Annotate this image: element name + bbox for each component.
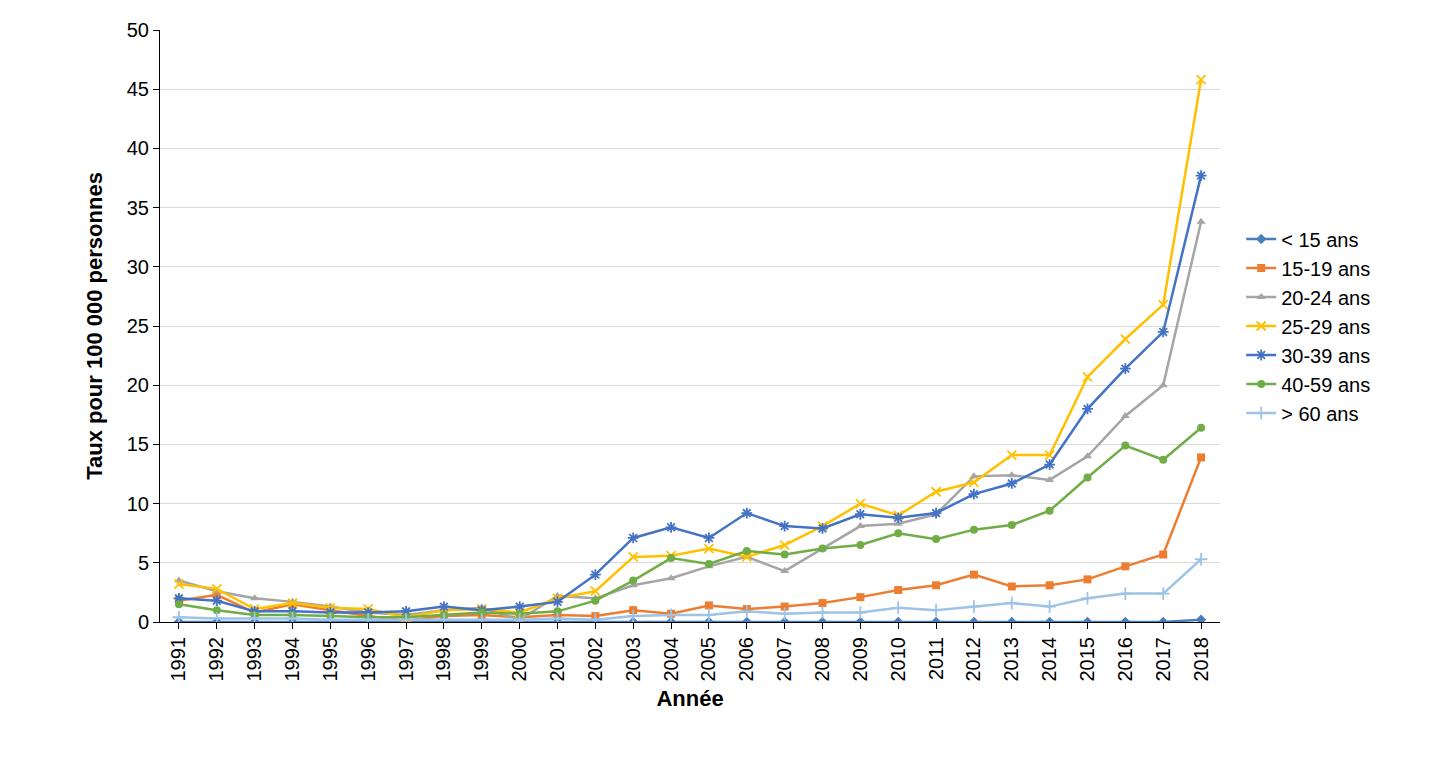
svg-text:1992: 1992	[205, 637, 227, 682]
svg-text:2006: 2006	[735, 637, 757, 682]
svg-text:20: 20	[127, 374, 149, 396]
svg-text:Taux pour 100 000 personnes: Taux pour 100 000 personnes	[82, 172, 107, 480]
svg-text:< 15 ans: < 15 ans	[1281, 229, 1358, 251]
svg-text:2007: 2007	[773, 637, 795, 682]
svg-text:2013: 2013	[1000, 637, 1022, 682]
svg-text:2017: 2017	[1152, 637, 1174, 682]
svg-text:1994: 1994	[281, 637, 303, 682]
svg-text:Année: Année	[656, 686, 723, 711]
svg-text:2002: 2002	[584, 637, 606, 682]
svg-text:40: 40	[127, 137, 149, 159]
svg-text:2016: 2016	[1114, 637, 1136, 682]
svg-text:0: 0	[138, 611, 149, 633]
svg-text:2012: 2012	[962, 637, 984, 682]
svg-text:1998: 1998	[432, 637, 454, 682]
svg-text:15: 15	[127, 433, 149, 455]
svg-text:5: 5	[138, 552, 149, 574]
svg-text:2015: 2015	[1076, 637, 1098, 682]
svg-text:2009: 2009	[849, 637, 871, 682]
svg-text:2014: 2014	[1038, 637, 1060, 682]
svg-text:25: 25	[127, 315, 149, 337]
svg-text:35: 35	[127, 197, 149, 219]
svg-text:2001: 2001	[546, 637, 568, 682]
svg-text:25-29 ans: 25-29 ans	[1281, 316, 1370, 338]
svg-text:2010: 2010	[887, 637, 909, 682]
svg-text:1999: 1999	[470, 637, 492, 682]
svg-text:1996: 1996	[357, 637, 379, 682]
svg-text:2003: 2003	[622, 637, 644, 682]
svg-text:30: 30	[127, 256, 149, 278]
svg-text:2008: 2008	[811, 637, 833, 682]
svg-text:2011: 2011	[925, 637, 947, 680]
svg-text:20-24 ans: 20-24 ans	[1281, 287, 1370, 309]
svg-text:2004: 2004	[660, 637, 682, 682]
svg-text:1997: 1997	[395, 637, 417, 682]
svg-text:45: 45	[127, 78, 149, 100]
svg-text:2005: 2005	[697, 637, 719, 682]
svg-text:10: 10	[127, 493, 149, 515]
svg-text:40-59 ans: 40-59 ans	[1281, 374, 1370, 396]
svg-text:30-39 ans: 30-39 ans	[1281, 345, 1370, 367]
svg-text:2018: 2018	[1190, 637, 1212, 682]
svg-text:> 60 ans: > 60 ans	[1281, 403, 1358, 425]
svg-text:1991: 1991	[167, 637, 189, 682]
svg-text:15-19 ans: 15-19 ans	[1281, 258, 1370, 280]
svg-text:2000: 2000	[508, 637, 530, 682]
svg-text:1995: 1995	[319, 637, 341, 682]
svg-text:50: 50	[127, 19, 149, 41]
svg-text:1993: 1993	[243, 637, 265, 682]
